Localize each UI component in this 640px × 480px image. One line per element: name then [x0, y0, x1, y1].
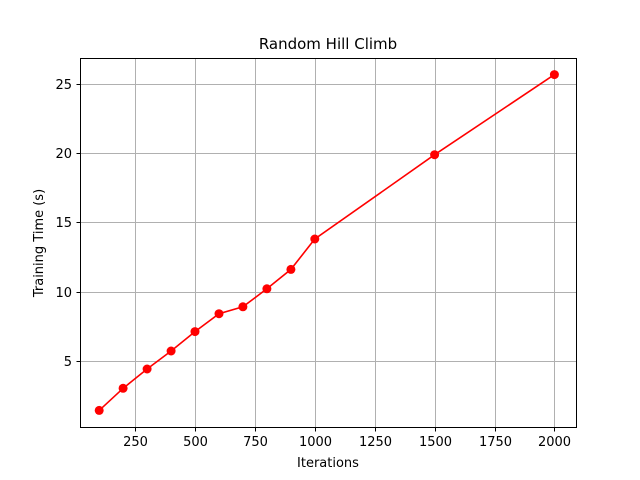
y-tick-label: 20: [55, 147, 72, 162]
data-point: [310, 234, 320, 244]
data-point: [166, 346, 176, 356]
data-point: [190, 327, 200, 337]
data-series: [94, 70, 559, 415]
x-axis-label: Iterations: [297, 456, 359, 471]
series-line: [98, 73, 555, 411]
data-point: [238, 302, 248, 312]
x-tick-label: 1500: [419, 435, 452, 450]
axis-ticks: 250 500 750 1000 1250 1500 1750 2000 5 10 15 20 25: [55, 78, 571, 450]
data-point: [549, 70, 559, 80]
data-point: [142, 364, 152, 374]
data-point: [118, 383, 128, 393]
data-point: [430, 150, 440, 160]
y-tick-label: 5: [64, 355, 72, 370]
plot-frame: [80, 58, 577, 428]
x-tick-label: 1000: [299, 435, 332, 450]
y-tick-label: 25: [55, 78, 72, 93]
grid: [80, 58, 576, 427]
x-tick-label: 1250: [359, 435, 392, 450]
y-tick-label: 15: [55, 216, 72, 231]
y-tick-label: 10: [55, 286, 72, 301]
chart-title: Random Hill Climb: [259, 35, 397, 53]
x-tick-label: 1750: [479, 435, 512, 450]
y-axis-label: Training Time (s): [32, 189, 47, 298]
data-point: [286, 264, 296, 274]
data-point: [262, 284, 272, 294]
x-tick-label: 750: [243, 435, 268, 450]
data-point: [94, 405, 104, 415]
x-tick-label: 2000: [538, 435, 571, 450]
data-point: [214, 309, 224, 319]
x-tick-label: 250: [123, 435, 148, 450]
x-tick-label: 500: [183, 435, 208, 450]
